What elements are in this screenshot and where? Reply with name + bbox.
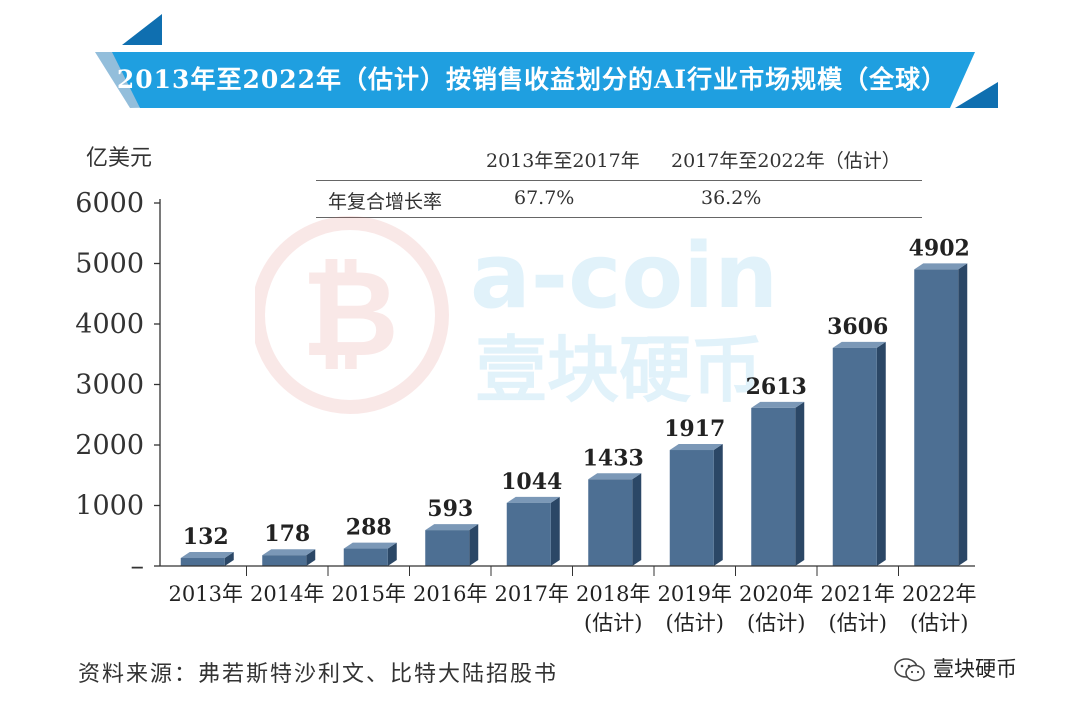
data-label: 178 xyxy=(264,521,310,547)
bar-group xyxy=(669,444,723,566)
bar xyxy=(914,269,959,566)
bar-group xyxy=(914,263,968,566)
bar-group xyxy=(180,552,234,566)
bar xyxy=(425,530,470,566)
data-label: 2613 xyxy=(746,374,807,400)
bar-group xyxy=(506,496,560,566)
bar-group xyxy=(343,542,397,566)
bar xyxy=(832,347,877,566)
bar xyxy=(588,479,633,566)
x-tick-label: 2020年 xyxy=(739,582,813,606)
x-tick-label: 2022年 xyxy=(902,582,976,606)
bar-group xyxy=(751,401,805,566)
data-label: 132 xyxy=(183,524,229,550)
bar-side xyxy=(958,263,968,566)
bar xyxy=(180,558,225,566)
brand-name: 壹块硬币 xyxy=(933,657,1017,681)
cagr-table: 2013年至2017年 2017年至2022年（估计） 年复合增长率 67.7%… xyxy=(316,140,922,218)
banner-shape xyxy=(112,52,975,108)
x-tick-label: 2013年 xyxy=(169,582,243,606)
bar-top xyxy=(914,263,968,270)
bar xyxy=(669,450,714,566)
bars: 132 178 288 593 1044 1433 1917 2613 3606 4902 xyxy=(180,235,970,566)
data-label: 593 xyxy=(427,496,473,522)
bar-side xyxy=(387,542,397,566)
x-tick-note: (估计) xyxy=(829,611,887,635)
cagr-divider-bottom xyxy=(316,217,922,218)
bar-side xyxy=(224,552,234,566)
x-tick-note: (估计) xyxy=(584,611,642,635)
x-axis: 2013年 2014年 2015年 2016年 2017年 2018年 (估计) 2019年 (… xyxy=(160,565,976,635)
bar-side xyxy=(469,524,479,566)
x-tick-label: 2014年 xyxy=(250,582,324,606)
bar-top xyxy=(180,552,234,559)
data-label: 4902 xyxy=(909,235,970,261)
bar xyxy=(343,548,388,566)
bar-side xyxy=(713,444,723,566)
x-tick-label: 2019年 xyxy=(658,582,732,606)
title-banner xyxy=(95,14,998,108)
x-tick-label: 2018年 xyxy=(576,582,650,606)
banner-right-triangle xyxy=(955,82,998,108)
bar xyxy=(751,407,796,566)
unit-label: 亿美元 xyxy=(86,146,153,171)
data-label: 1433 xyxy=(583,445,644,471)
y-tick-label: 2000 xyxy=(75,430,144,461)
x-tick-label: 2016年 xyxy=(413,582,487,606)
data-label: 3606 xyxy=(827,314,888,340)
bar-top xyxy=(425,524,479,531)
bar-group xyxy=(832,341,886,566)
bar-group xyxy=(588,473,642,566)
cagr-value-2: 36.2% xyxy=(701,187,762,209)
x-tick-note: (估计) xyxy=(747,611,805,635)
bar-side xyxy=(795,401,805,566)
source-note: 资料来源：弗若斯特沙利文、比特大陆招股书 xyxy=(78,662,559,687)
bar-top xyxy=(588,473,642,480)
cagr-row-label: 年复合增长率 xyxy=(328,191,443,213)
bar-top xyxy=(506,496,560,503)
wechat-icon xyxy=(894,658,925,682)
bar-top xyxy=(669,444,723,451)
data-label: 1044 xyxy=(501,469,562,495)
bar-top xyxy=(262,549,316,556)
bar-side xyxy=(306,549,316,566)
bar-group xyxy=(425,524,479,566)
y-tick-label: 4000 xyxy=(75,309,144,340)
y-tick-label: 3000 xyxy=(75,370,144,401)
x-tick-note: (估计) xyxy=(910,611,968,635)
bar xyxy=(262,555,307,566)
bar-side xyxy=(550,496,560,566)
x-tick-label: 2021年 xyxy=(821,582,895,606)
brand-mark: 壹块硬币 xyxy=(893,652,1017,686)
bar xyxy=(506,502,551,566)
bar-side xyxy=(876,341,886,566)
y-tick-label: 5000 xyxy=(75,249,144,280)
cagr-header-2: 2017年至2022年（估计） xyxy=(671,150,901,172)
y-tick-label: – xyxy=(131,551,145,582)
x-tick-label: 2015年 xyxy=(332,582,406,606)
cagr-divider-top xyxy=(316,180,922,181)
bar-top xyxy=(343,542,397,549)
bar-group xyxy=(262,549,316,566)
bar-top xyxy=(751,401,805,408)
y-axis: – 1000 2000 3000 4000 5000 6000 xyxy=(75,188,161,582)
banner-left-triangle xyxy=(122,14,162,45)
data-label: 1917 xyxy=(664,416,725,442)
bar-top xyxy=(832,341,886,348)
bar-side xyxy=(632,473,642,566)
data-label: 288 xyxy=(346,515,392,541)
y-tick-label: 1000 xyxy=(75,491,144,522)
cagr-header-1: 2013年至2017年 xyxy=(486,150,640,172)
y-tick-label: 6000 xyxy=(75,188,144,219)
cagr-value-1: 67.7% xyxy=(514,187,575,209)
x-tick-note: (估计) xyxy=(666,611,724,635)
x-tick-label: 2017年 xyxy=(495,582,569,606)
chart-title: 2013年至2022年（估计）按销售收益划分的AI行业市场规模（全球） xyxy=(116,65,948,94)
